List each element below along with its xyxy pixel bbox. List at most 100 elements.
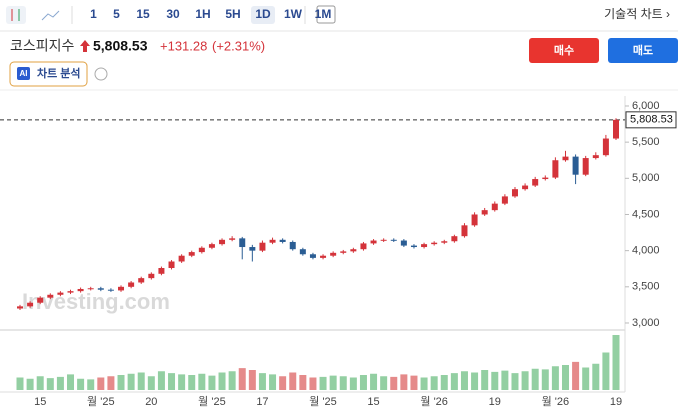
info-icon[interactable] — [94, 67, 108, 81]
volume-bar — [218, 372, 226, 390]
volume-bar — [491, 371, 499, 390]
buy-label: 매수 — [554, 43, 574, 57]
volume-bar — [511, 373, 519, 390]
candle-body — [592, 155, 599, 159]
x-tick-label: 19 — [610, 396, 622, 408]
last-price: 5,808.53 — [93, 38, 148, 54]
volume-bar — [188, 375, 196, 390]
candle-body — [118, 286, 125, 291]
candle-body — [229, 238, 236, 240]
candle-body — [309, 254, 316, 258]
interval-button[interactable]: 5H — [225, 7, 240, 21]
interval-button[interactable]: 5 — [113, 7, 120, 21]
line-icon[interactable] — [41, 10, 60, 21]
candle-body — [128, 282, 135, 287]
buy-button[interactable] — [529, 38, 599, 63]
candle-body — [522, 185, 529, 190]
table-icon[interactable] — [316, 5, 336, 24]
volume-bar — [471, 372, 479, 390]
candle-body — [562, 156, 569, 161]
price-change: +131.28 — [160, 38, 207, 53]
volume-bar — [147, 376, 155, 390]
technical-chart-link[interactable]: 기술적 차트 › — [604, 7, 670, 21]
x-tick-label: 월 '25 — [87, 395, 115, 408]
candle-body — [491, 203, 498, 211]
volume-bar — [208, 375, 216, 390]
candle-body — [27, 302, 34, 307]
candle-body — [208, 244, 215, 248]
volume-bar — [269, 374, 277, 390]
x-tick-label: 월 '26 — [542, 395, 570, 408]
candle-body — [77, 288, 84, 292]
volume-bar — [521, 371, 529, 390]
candle-body — [299, 249, 306, 255]
candle-body — [17, 306, 23, 309]
candle-body — [451, 236, 458, 242]
volume-bar — [481, 370, 489, 390]
interval-button[interactable]: 1D — [255, 7, 271, 21]
candle-body — [532, 179, 539, 186]
candle-body — [511, 189, 518, 197]
volume-bar — [97, 377, 105, 390]
volume-bar — [349, 377, 357, 390]
candle-body — [613, 119, 619, 139]
candle-body — [380, 239, 387, 241]
candle-body — [552, 160, 559, 178]
x-tick-label: 월 '25 — [309, 395, 337, 408]
candle-body — [57, 292, 64, 295]
interval-button[interactable]: 15 — [136, 7, 150, 21]
analysis-label: 차트 분석 — [37, 66, 81, 80]
interval-button[interactable]: 30 — [166, 7, 180, 21]
x-tick-label: 15 — [367, 396, 379, 408]
candle-body — [320, 255, 327, 258]
volume-bar — [531, 368, 539, 390]
volume-bar — [410, 375, 418, 390]
candle-body — [330, 252, 337, 256]
volume-bar — [551, 366, 559, 390]
volume-bar — [319, 376, 327, 390]
candle-body — [501, 196, 508, 204]
candle-body — [219, 239, 226, 245]
y-tick-label: 3,500 — [632, 281, 660, 293]
candle-body — [259, 242, 266, 251]
x-tick-label: 15 — [34, 396, 46, 408]
volume-bar — [46, 378, 54, 390]
volume-bar — [602, 352, 610, 390]
interval-button[interactable]: 1W — [284, 7, 303, 21]
x-tick-label: 월 '26 — [420, 395, 448, 408]
candle-icon[interactable] — [6, 6, 26, 24]
candle-body — [289, 241, 296, 250]
candle-body — [107, 289, 114, 291]
volume-bar — [127, 373, 135, 390]
volume-bar — [582, 367, 590, 390]
volume-bar — [26, 378, 34, 390]
active-interval[interactable] — [251, 6, 275, 24]
volume-bar — [329, 375, 337, 390]
volume-bar — [36, 376, 44, 390]
toolbar: 기술적 차트 › — [6, 5, 670, 24]
candle-body — [47, 294, 54, 298]
interval-button[interactable]: 1M — [315, 7, 332, 21]
candle-body — [602, 138, 609, 156]
sell-button[interactable] — [608, 38, 678, 63]
volume-bar — [309, 377, 317, 390]
volume-bar — [56, 376, 64, 390]
interval-button[interactable]: 1 — [90, 7, 97, 21]
y-tick-label: 5,000 — [632, 172, 660, 184]
volume-bar — [339, 376, 347, 390]
volume-bar — [279, 376, 287, 390]
candle-body — [67, 291, 74, 293]
candle-body — [431, 242, 438, 245]
volume-bar — [430, 376, 438, 390]
candle-body — [481, 210, 488, 215]
volume-bar — [77, 378, 85, 390]
candle-body — [471, 214, 478, 226]
candle-body — [239, 238, 246, 248]
interval-button[interactable]: 1H — [195, 7, 210, 21]
volume-bar — [107, 376, 115, 390]
candle-body — [178, 255, 185, 262]
candle-body — [360, 243, 367, 250]
x-tick-label: 월 '25 — [198, 395, 226, 408]
candle-body — [410, 245, 417, 248]
up-arrow — [80, 40, 90, 52]
